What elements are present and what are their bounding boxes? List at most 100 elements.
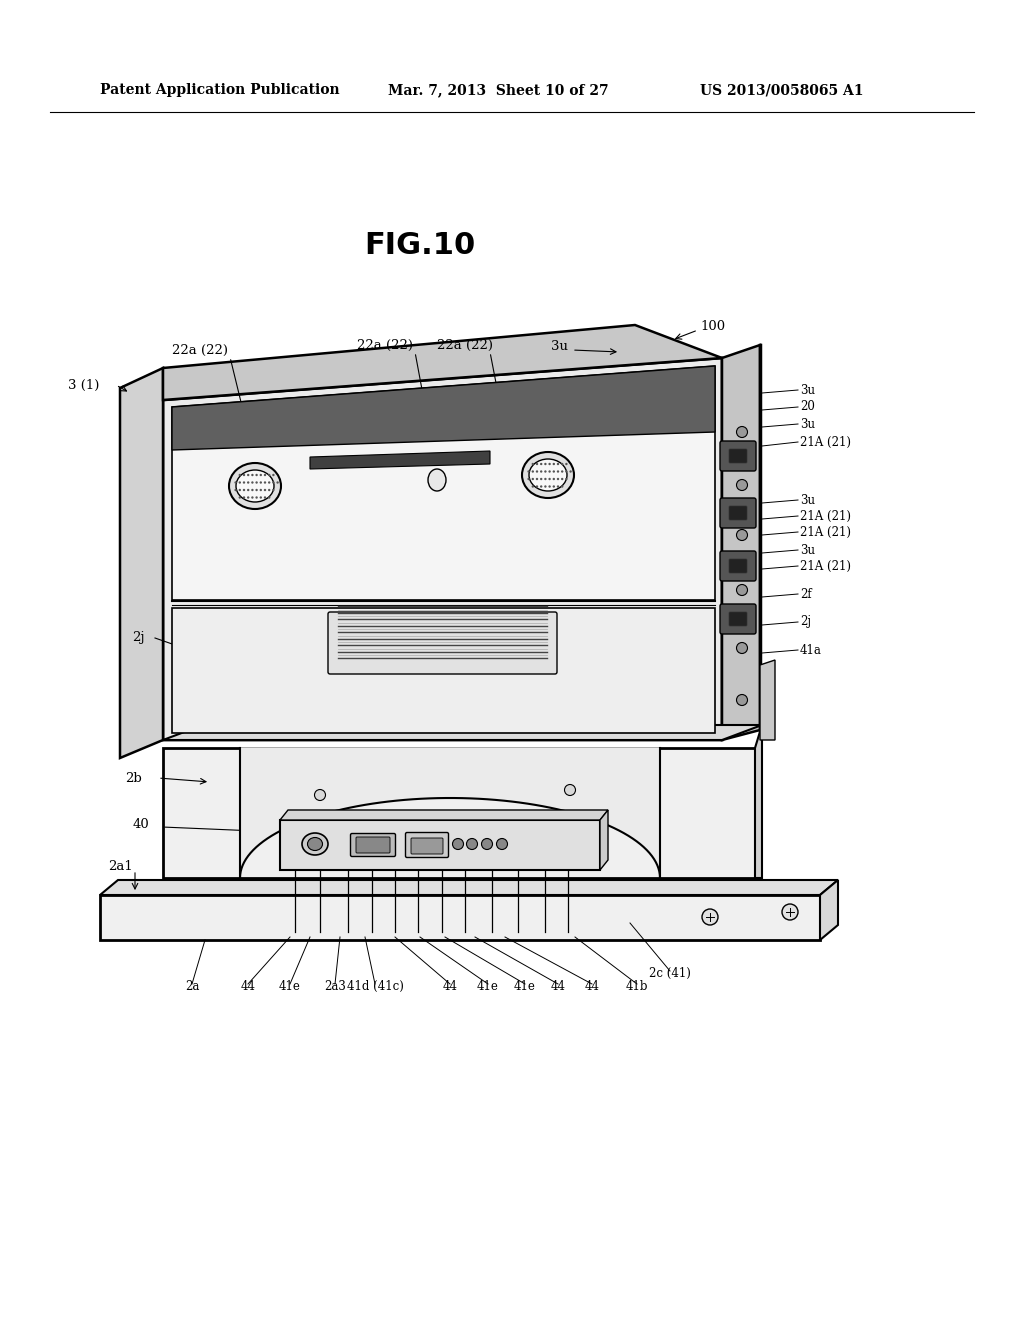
Circle shape <box>264 482 266 483</box>
Circle shape <box>276 482 279 483</box>
Circle shape <box>272 482 274 483</box>
Text: 41a: 41a <box>800 644 822 656</box>
Text: US 2013/0058065 A1: US 2013/0058065 A1 <box>700 83 863 96</box>
Text: 21A (21): 21A (21) <box>800 560 851 573</box>
Text: 2j: 2j <box>800 615 811 628</box>
Text: 2a1: 2a1 <box>108 859 133 873</box>
Text: 3u: 3u <box>800 384 815 396</box>
Circle shape <box>268 496 270 499</box>
Text: 22a (22): 22a (22) <box>357 338 413 351</box>
Circle shape <box>544 478 547 480</box>
Circle shape <box>557 486 559 487</box>
Polygon shape <box>163 358 722 741</box>
Polygon shape <box>172 366 715 450</box>
Polygon shape <box>240 748 660 878</box>
FancyBboxPatch shape <box>729 506 746 520</box>
Text: 3 (1): 3 (1) <box>68 379 99 392</box>
Circle shape <box>544 470 547 473</box>
Polygon shape <box>172 366 715 601</box>
Ellipse shape <box>229 463 281 510</box>
Polygon shape <box>100 880 838 895</box>
Polygon shape <box>120 368 163 758</box>
Circle shape <box>481 838 493 850</box>
Circle shape <box>702 909 718 925</box>
Circle shape <box>553 478 555 480</box>
Polygon shape <box>600 810 608 870</box>
Polygon shape <box>163 725 762 741</box>
Circle shape <box>243 474 245 477</box>
Circle shape <box>531 470 534 473</box>
Circle shape <box>239 482 241 483</box>
Circle shape <box>557 478 559 480</box>
Circle shape <box>260 474 262 477</box>
Circle shape <box>549 486 551 487</box>
Circle shape <box>251 482 254 483</box>
Text: 41d (41c): 41d (41c) <box>346 979 403 993</box>
Text: 41e: 41e <box>477 979 499 993</box>
Circle shape <box>549 463 551 465</box>
FancyBboxPatch shape <box>720 498 756 528</box>
Circle shape <box>239 474 241 477</box>
Circle shape <box>736 585 748 595</box>
Text: 3u: 3u <box>552 341 568 354</box>
Circle shape <box>536 486 539 487</box>
Circle shape <box>531 463 534 465</box>
Circle shape <box>243 496 245 499</box>
Polygon shape <box>280 810 608 820</box>
Circle shape <box>736 529 748 540</box>
Circle shape <box>736 694 748 705</box>
Circle shape <box>453 838 464 850</box>
Text: 41e: 41e <box>514 979 536 993</box>
Text: 100: 100 <box>700 321 725 334</box>
Circle shape <box>565 463 567 465</box>
Polygon shape <box>820 880 838 940</box>
Circle shape <box>553 470 555 473</box>
Ellipse shape <box>307 837 323 850</box>
Circle shape <box>260 482 262 483</box>
Text: 21A (21): 21A (21) <box>800 510 851 523</box>
Circle shape <box>564 784 575 796</box>
Circle shape <box>264 496 266 499</box>
FancyBboxPatch shape <box>406 833 449 858</box>
Circle shape <box>531 478 534 480</box>
Text: 20: 20 <box>800 400 815 413</box>
Circle shape <box>561 478 563 480</box>
Polygon shape <box>163 325 722 400</box>
Circle shape <box>536 463 539 465</box>
Circle shape <box>540 486 543 487</box>
Circle shape <box>264 474 266 477</box>
Ellipse shape <box>522 451 574 498</box>
Text: 44: 44 <box>241 979 256 993</box>
Circle shape <box>536 478 539 480</box>
Circle shape <box>251 474 254 477</box>
Circle shape <box>251 496 254 499</box>
Circle shape <box>544 463 547 465</box>
Circle shape <box>247 496 250 499</box>
Circle shape <box>268 482 270 483</box>
Polygon shape <box>100 895 820 940</box>
Circle shape <box>531 486 534 487</box>
Circle shape <box>255 474 258 477</box>
FancyBboxPatch shape <box>350 833 395 857</box>
Circle shape <box>247 488 250 491</box>
Circle shape <box>553 486 555 487</box>
Circle shape <box>467 838 477 850</box>
Circle shape <box>540 463 543 465</box>
Circle shape <box>736 643 748 653</box>
Circle shape <box>561 470 563 473</box>
Circle shape <box>268 488 270 491</box>
Circle shape <box>497 838 508 850</box>
Text: 2c (41): 2c (41) <box>649 968 691 979</box>
FancyBboxPatch shape <box>328 612 557 675</box>
Circle shape <box>549 470 551 473</box>
Text: 2f: 2f <box>800 587 812 601</box>
Circle shape <box>544 486 547 487</box>
Circle shape <box>536 470 539 473</box>
Text: 3u: 3u <box>800 494 815 507</box>
Circle shape <box>569 470 571 473</box>
Circle shape <box>557 463 559 465</box>
Polygon shape <box>310 451 490 469</box>
Text: Patent Application Publication: Patent Application Publication <box>100 83 340 96</box>
FancyBboxPatch shape <box>411 838 443 854</box>
Text: 2a: 2a <box>184 979 200 993</box>
